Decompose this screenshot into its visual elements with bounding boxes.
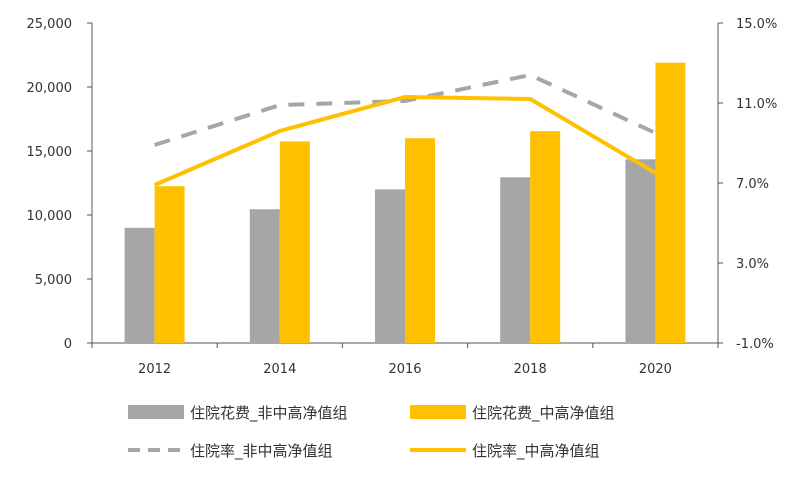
bar-hnw — [655, 62, 686, 344]
left-y-axis: 0 5,000 10,000 15,000 20,000 25,000 — [27, 17, 93, 352]
x-tick-label: 2012 — [138, 362, 171, 377]
bar-series — [124, 62, 686, 344]
bar-non-hnw — [249, 209, 280, 343]
left-tick-label: 5,000 — [35, 273, 72, 288]
left-tick-label: 25,000 — [27, 17, 73, 32]
right-y-axis: -1.0% 3.0% 7.0% 11.0% 15.0% — [717, 17, 777, 352]
x-tick-label: 2018 — [514, 362, 547, 377]
bar-hnw — [279, 141, 310, 343]
right-tick-label: -1.0% — [736, 337, 774, 352]
bar-non-hnw — [500, 177, 531, 343]
legend-label-line-non-hnw: 住院率_非中高净值组 — [190, 442, 333, 461]
bar-non-hnw — [124, 227, 155, 343]
bar-non-hnw — [375, 189, 405, 343]
bar-non-hnw — [625, 159, 656, 343]
legend-swatch-bar-hnw — [410, 405, 466, 419]
right-tick-label: 7.0% — [736, 177, 769, 192]
legend: 住院花费_非中高净值组 住院花费_中高净值组 住院率_非中高净值组 住院率_中高… — [128, 404, 615, 461]
left-tick-label: 10,000 — [27, 209, 73, 224]
line-hnw — [153, 95, 657, 187]
legend-label-line-hnw: 住院率_中高净值组 — [472, 442, 600, 461]
x-axis: 2012 2014 2016 2018 2020 — [91, 342, 719, 377]
left-tick-label: 20,000 — [27, 81, 73, 96]
left-tick-label: 15,000 — [27, 145, 73, 160]
right-tick-label: 15.0% — [736, 17, 777, 32]
x-tick-label: 2014 — [263, 362, 296, 377]
line-non-hnw — [153, 73, 657, 147]
x-tick-label: 2020 — [639, 362, 672, 377]
x-tick-label: 2016 — [388, 362, 421, 377]
right-tick-label: 11.0% — [736, 97, 777, 112]
legend-label-bar-hnw: 住院花费_中高净值组 — [472, 404, 615, 423]
right-tick-label: 3.0% — [736, 257, 769, 272]
bar-hnw — [530, 131, 561, 343]
bar-hnw — [405, 138, 435, 343]
legend-swatch-bar-non-hnw — [128, 405, 184, 419]
bar-hnw — [154, 186, 185, 343]
legend-label-bar-non-hnw: 住院花费_非中高净值组 — [190, 404, 348, 423]
line-series — [153, 73, 657, 187]
left-tick-label: 0 — [64, 337, 72, 352]
